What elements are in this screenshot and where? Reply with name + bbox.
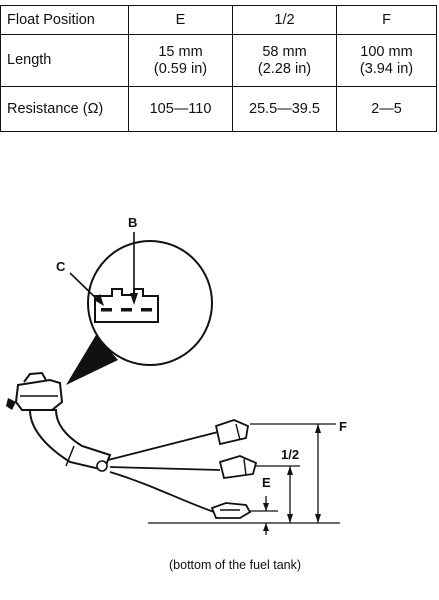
length-f-mm: 100 mm — [360, 43, 413, 60]
length-f-cell: 100 mm (3.94 in) — [336, 34, 437, 87]
spec-table: Float Position E 1/2 F Length 15 mm (0.5… — [0, 5, 437, 132]
row-label-length: Length — [0, 34, 129, 87]
label-b: B — [128, 215, 137, 230]
resistance-e: 105—110 — [128, 86, 233, 132]
header-e: E — [128, 5, 233, 35]
row-label-resistance: Resistance (Ω) — [0, 86, 129, 132]
resistance-row: Resistance (Ω) 105—110 25.5—39.5 2—5 — [0, 86, 437, 132]
length-half-mm: 58 mm — [262, 43, 307, 60]
callout-pointer — [66, 335, 118, 385]
float-empty — [210, 502, 252, 519]
resistance-half: 25.5—39.5 — [232, 86, 337, 132]
length-row: Length 15 mm (0.59 in) 58 mm (2.28 in) 1… — [0, 34, 437, 87]
dimension-lines — [148, 423, 340, 535]
resistance-f: 2—5 — [336, 86, 437, 132]
label-half: 1/2 — [281, 447, 299, 462]
sender-unit — [6, 371, 221, 513]
connector-callout — [87, 240, 213, 366]
header-float-position: Float Position — [0, 5, 129, 35]
length-half-in: (2.28 in) — [257, 60, 312, 77]
length-half-cell: 58 mm (2.28 in) — [232, 34, 337, 87]
float-full — [214, 419, 250, 446]
length-f-in: (3.94 in) — [359, 60, 414, 77]
label-f: F — [339, 419, 347, 434]
length-e-cell: 15 mm (0.59 in) — [128, 34, 233, 87]
label-e: E — [262, 475, 271, 490]
diagram-caption: (bottom of the fuel tank) — [169, 558, 302, 572]
leader-c — [69, 272, 101, 303]
length-e-in: (0.59 in) — [153, 60, 208, 77]
label-c: C — [56, 259, 66, 274]
length-e-mm: 15 mm — [158, 43, 203, 60]
float-half — [218, 455, 258, 480]
